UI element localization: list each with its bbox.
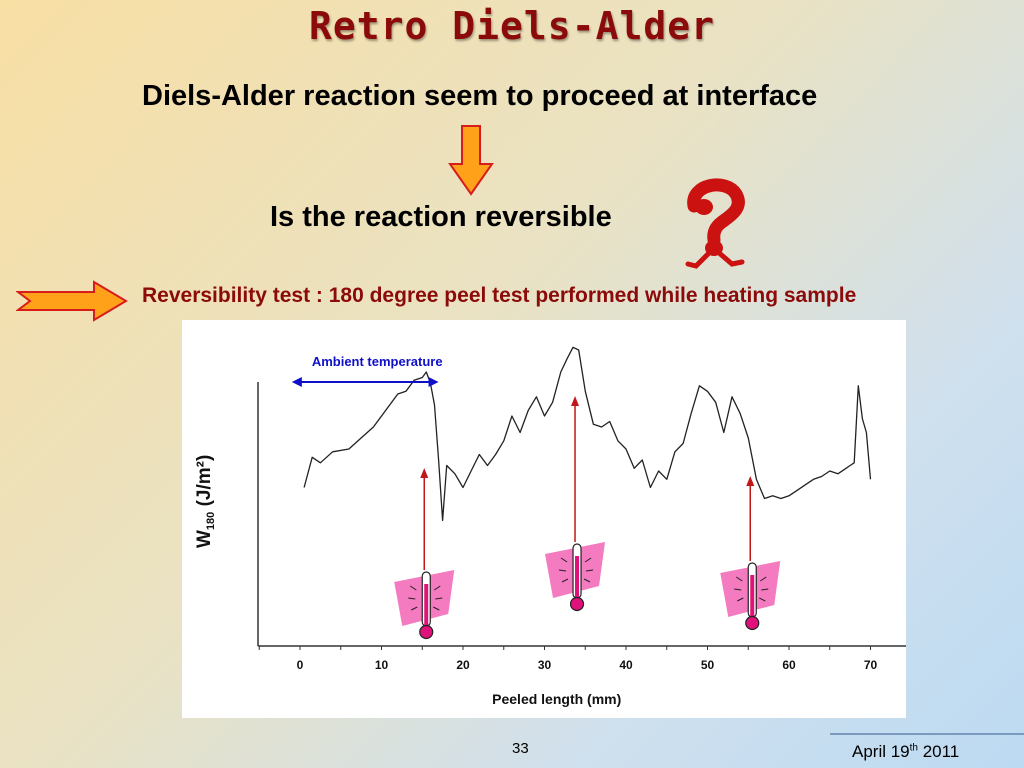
x-tick-label: 40 [619, 658, 633, 672]
thermometer-mercury [424, 584, 429, 628]
peel-test-chart: 0 10 20 30 40 50 60 70 Peeled length (mm) W180 (J… [194, 346, 912, 707]
heat-ray [734, 588, 742, 591]
heat-ray [561, 578, 569, 583]
heat-ray [433, 585, 441, 591]
heating-arrow-head [420, 468, 429, 478]
ambient-annotation: Ambient temperature [312, 354, 443, 369]
heating-arrow-head [746, 476, 755, 486]
heat-ray [759, 576, 767, 582]
down-arrow-icon [448, 125, 494, 196]
date-year: 2011 [917, 742, 960, 761]
heat-ray [585, 569, 594, 572]
x-tick-label: 0 [297, 658, 304, 672]
x-tick-label: 30 [538, 658, 552, 672]
heat-ray [411, 606, 418, 611]
reversibility-test-description: Reversibility test : 180 degree peel tes… [142, 284, 857, 307]
heat-ray [759, 597, 766, 602]
ambient-arrowhead-left [291, 377, 302, 387]
heat-ray [435, 597, 443, 600]
x-axis-label: Peeled length (mm) [492, 691, 621, 707]
heat-ray [560, 557, 568, 563]
page-number: 33 [512, 740, 529, 757]
ambient-arrowhead-right [428, 377, 439, 387]
chart-panel: 0 10 20 30 40 50 60 70 Peeled length (mm) W180 (J… [182, 320, 912, 718]
heat-ray [408, 597, 416, 600]
date-month-day: April 19 [852, 742, 910, 761]
question-mark-icon [685, 178, 745, 269]
x-tick-label: 60 [782, 658, 796, 672]
thermometer-bulb [745, 615, 760, 631]
heating-arrow-head [571, 396, 580, 406]
heat-ray [433, 606, 440, 611]
heat-ray [409, 585, 417, 591]
y-axis-label: W180 (J/m²) [194, 455, 217, 548]
thermometer-bulb [419, 624, 434, 640]
heat-ray [735, 576, 743, 582]
x-tick-label: 10 [375, 658, 389, 672]
slide-date: April 19th 2011 [852, 742, 959, 762]
thermometer-mercury [750, 575, 755, 619]
right-arrow-icon [16, 280, 128, 322]
question-reversible: Is the reaction reversible [270, 201, 612, 233]
date-suffix: th [909, 742, 918, 754]
footer-divider [830, 733, 1024, 735]
thermometer-mercury [575, 556, 580, 600]
x-tick-label: 20 [456, 658, 470, 672]
heat-ray [584, 557, 592, 563]
x-tick-label: 50 [701, 658, 715, 672]
heat-ray [583, 578, 591, 583]
slide-title: Retro Diels-Alder [309, 4, 715, 48]
series-line [303, 346, 872, 522]
x-tick-label: 70 [864, 658, 878, 672]
heat-ray [761, 588, 769, 591]
heat-ray [737, 597, 744, 602]
heat-ray [558, 569, 567, 572]
statement-interface: Diels-Alder reaction seem to proceed at … [142, 80, 818, 112]
thermometer-bulb [569, 596, 585, 612]
